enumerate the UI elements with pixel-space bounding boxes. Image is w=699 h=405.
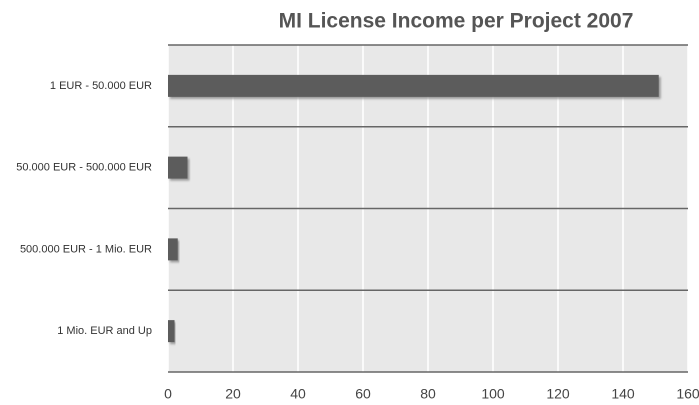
y-tick-label: 50.000 EUR - 500.000 EUR — [16, 162, 152, 174]
x-tick-label: 100 — [481, 386, 505, 402]
y-tick-label: 500.000 EUR - 1 Mio. EUR — [20, 243, 152, 255]
x-tick-label: 80 — [420, 386, 436, 402]
bar — [168, 320, 175, 343]
x-tick-label: 140 — [611, 386, 635, 402]
x-tick-label: 20 — [225, 386, 241, 402]
bar — [168, 74, 659, 97]
x-tick-label: 120 — [546, 386, 570, 402]
bar — [168, 156, 188, 179]
x-tick-label: 160 — [676, 386, 699, 402]
x-tick-label: 40 — [290, 386, 306, 402]
y-tick-label: 1 EUR - 50.000 EUR — [50, 80, 152, 92]
bar — [168, 238, 178, 261]
y-tick-label: 1 Mio. EUR and Up — [57, 325, 152, 337]
x-tick-label: 60 — [355, 386, 371, 402]
x-tick-label: 0 — [164, 386, 172, 402]
chart-title: MI License Income per Project 2007 — [279, 10, 634, 33]
